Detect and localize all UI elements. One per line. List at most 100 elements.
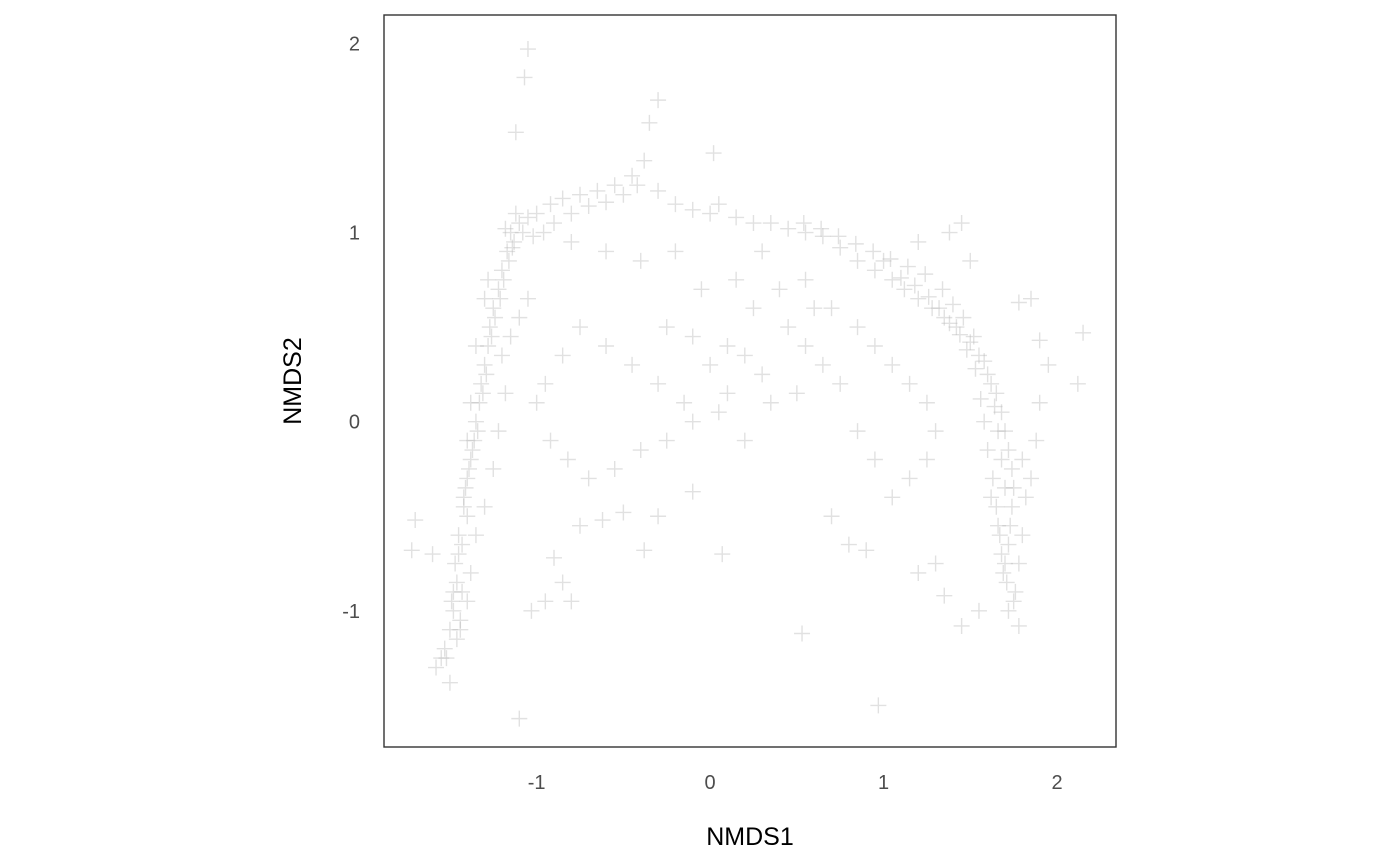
data-point: [910, 290, 927, 307]
data-point: [606, 177, 623, 194]
data-point: [658, 319, 675, 336]
data-point: [615, 186, 632, 203]
data-point: [480, 271, 497, 288]
data-point: [944, 296, 961, 313]
data-point: [958, 341, 975, 358]
data-point: [554, 190, 571, 207]
data-point: [1010, 555, 1027, 572]
data-point: [866, 262, 883, 279]
data-point: [497, 220, 514, 237]
data-point: [542, 432, 559, 449]
data-point: [918, 451, 935, 468]
data-point: [870, 697, 887, 714]
data-point: [983, 489, 1000, 506]
data-point: [1075, 324, 1092, 341]
data-point: [438, 650, 455, 667]
data-point: [996, 479, 1013, 496]
data-point: [896, 281, 913, 298]
data-point: [976, 413, 993, 430]
data-point: [849, 252, 866, 269]
data-point: [941, 315, 958, 332]
data-point: [927, 555, 944, 572]
y-tick-label: 0: [349, 412, 360, 434]
y-axis-title: NMDS2: [279, 337, 307, 425]
data-point: [1003, 498, 1020, 515]
data-point: [519, 209, 536, 226]
data-point: [476, 498, 493, 515]
data-point: [1005, 479, 1022, 496]
data-point: [511, 710, 528, 727]
data-point: [948, 319, 965, 336]
data-point: [495, 271, 512, 288]
data-point: [572, 186, 589, 203]
data-point: [1007, 583, 1024, 600]
data-point: [847, 235, 864, 252]
y-tick-label: 1: [349, 223, 360, 245]
data-point: [794, 625, 811, 642]
data-point: [445, 602, 462, 619]
data-point: [542, 196, 559, 213]
data-point: [455, 489, 472, 506]
data-point: [476, 356, 493, 373]
data-point: [462, 394, 479, 411]
data-point: [719, 338, 736, 355]
data-point: [403, 542, 420, 559]
data-point: [840, 536, 857, 553]
data-point: [658, 432, 675, 449]
data-point: [450, 546, 467, 563]
data-point: [563, 233, 580, 250]
data-point: [710, 404, 727, 421]
data-point: [702, 356, 719, 373]
data-point: [450, 527, 467, 544]
data-point: [506, 233, 523, 250]
data-point: [934, 281, 951, 298]
data-point: [813, 220, 830, 237]
data-point: [962, 252, 979, 269]
data-point: [901, 375, 918, 392]
data-point: [996, 555, 1013, 572]
data-point: [528, 205, 545, 222]
data-point: [990, 517, 1007, 534]
data-point: [1005, 593, 1022, 610]
data-point: [986, 398, 1003, 415]
data-point: [448, 574, 465, 591]
data-point: [866, 338, 883, 355]
data-point: [519, 290, 536, 307]
data-point: [967, 360, 984, 377]
data-point: [441, 674, 458, 691]
data-point: [795, 215, 812, 232]
data-point: [481, 319, 498, 336]
data-point: [1003, 460, 1020, 477]
data-point: [780, 319, 797, 336]
x-tick-label: 2: [1051, 772, 1062, 794]
data-point: [955, 309, 972, 326]
data-point: [858, 542, 875, 559]
data-point: [1028, 432, 1045, 449]
data-point: [624, 356, 641, 373]
data-point: [667, 196, 684, 213]
data-point: [771, 281, 788, 298]
data-point: [433, 650, 450, 667]
data-point: [797, 224, 814, 241]
data-point: [474, 385, 491, 402]
data-point: [762, 215, 779, 232]
y-axis-ticks: -1 0 1 2: [342, 33, 360, 622]
data-point: [823, 300, 840, 317]
data-point: [454, 583, 471, 600]
data-point: [814, 228, 831, 245]
data-point: [545, 549, 562, 566]
data-point: [797, 338, 814, 355]
data-point: [572, 319, 589, 336]
data-point: [492, 290, 509, 307]
data-point: [650, 92, 667, 109]
data-point: [1040, 356, 1057, 373]
data-point: [462, 564, 479, 581]
data-point: [830, 228, 847, 245]
data-point: [970, 347, 987, 364]
data-point: [875, 252, 892, 269]
data-point: [493, 262, 510, 279]
data-point: [953, 617, 970, 634]
data-point: [917, 266, 934, 283]
data-point: [991, 527, 1008, 544]
